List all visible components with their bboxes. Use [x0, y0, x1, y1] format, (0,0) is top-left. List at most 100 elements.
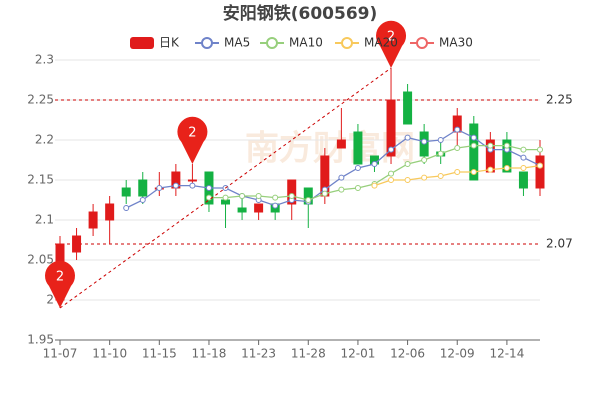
candle-body: [502, 139, 512, 173]
x-tick-label: 11-28: [291, 347, 326, 361]
ma-point: [222, 194, 229, 201]
x-tick-label: 12-06: [390, 347, 425, 361]
ma-point: [520, 154, 527, 161]
x-tick-label: 11-07: [43, 347, 78, 361]
y-tick-label: 2.3: [35, 53, 54, 67]
reference-label: 2.25: [546, 93, 573, 107]
y-tick-label: 2: [46, 293, 54, 307]
y-tick-label: 2.1: [35, 213, 54, 227]
ma-point: [123, 205, 130, 211]
ma-point: [255, 193, 262, 199]
ma-point: [388, 170, 395, 177]
candle-body: [88, 211, 98, 229]
candle-body: [535, 155, 545, 189]
ma-point: [437, 173, 444, 179]
ma-point: [537, 146, 543, 153]
candle-body: [105, 203, 115, 221]
ma-point: [437, 137, 444, 143]
candle-body: [386, 99, 396, 157]
trend-line: [59, 67, 392, 309]
legend-label: MA5: [224, 36, 250, 50]
ma-point: [421, 138, 428, 145]
marker-pin: [45, 260, 75, 308]
ma-point: [205, 185, 212, 191]
ma-point: [371, 161, 378, 167]
ma-point: [354, 185, 361, 191]
ma-point: [305, 197, 312, 203]
ma-point: [338, 186, 345, 193]
x-tick-label: 11-10: [92, 347, 127, 361]
ma-point: [172, 182, 179, 189]
legend-label: 日K: [159, 36, 180, 50]
candle-body: [254, 203, 264, 213]
ma-point: [321, 190, 328, 197]
y-tick-label: 2.25: [27, 93, 54, 107]
candle-body: [187, 179, 197, 182]
x-tick-label: 12-01: [340, 347, 375, 361]
ma-point: [338, 174, 345, 181]
ma-point: [470, 134, 477, 141]
legend-icon: [266, 37, 278, 49]
ma-point: [520, 165, 527, 171]
x-tick-label: 11-23: [241, 347, 276, 361]
reference-label: 2.07: [546, 237, 573, 251]
ma-point: [156, 185, 163, 191]
ma-point: [388, 146, 395, 153]
ma-point: [421, 174, 428, 181]
x-tick-label: 11-15: [142, 347, 177, 361]
candle-body: [72, 235, 82, 253]
ma-point: [404, 134, 411, 141]
ma-point: [487, 166, 494, 173]
ma-point: [272, 202, 279, 209]
candle-body: [237, 207, 247, 213]
y-tick-label: 2.05: [27, 253, 54, 267]
ma-point: [272, 194, 279, 201]
ma-point: [470, 142, 477, 149]
marker-pin: [177, 116, 208, 164]
x-tick-label: 12-09: [440, 347, 475, 361]
ma-point: [421, 157, 428, 163]
ma-point: [189, 182, 196, 189]
legend-label: MA30: [439, 36, 473, 50]
legend-label: MA20: [364, 36, 398, 50]
marker-pin: [376, 20, 407, 68]
candle-body: [403, 91, 413, 125]
ma-point: [487, 142, 494, 149]
ma-point: [288, 193, 295, 199]
legend-label: MA10: [289, 36, 323, 50]
legend-icon: [416, 37, 428, 49]
y-tick-label: 2.15: [27, 173, 54, 187]
ma-point: [503, 142, 510, 149]
legend-icon: [201, 37, 213, 49]
legend-icon: [130, 37, 154, 49]
candle-body: [518, 171, 528, 189]
candle-body: [353, 131, 363, 165]
ma-point: [503, 165, 510, 171]
candle-body: [469, 123, 479, 181]
legend-icon: [341, 37, 353, 49]
marker-label: 2: [188, 126, 196, 141]
ma-point: [371, 182, 378, 189]
y-tick-label: 2.2: [35, 133, 54, 147]
ma-point: [139, 197, 146, 203]
ma-point: [470, 169, 477, 175]
ma-point: [239, 193, 246, 199]
ma-point: [454, 145, 461, 151]
candle-body: [287, 179, 297, 205]
candle-body: [336, 139, 346, 149]
ma-point: [404, 177, 411, 183]
ma-point: [404, 161, 411, 167]
ma-point: [537, 162, 543, 169]
x-tick-label: 11-18: [192, 347, 227, 361]
x-tick-label: 12-14: [489, 347, 524, 361]
ma-point: [454, 126, 461, 133]
ma-point: [354, 165, 361, 171]
ma-point: [454, 169, 461, 175]
chart-title: 安阳钢铁(600569): [223, 3, 378, 24]
ma-point: [520, 146, 527, 153]
ma-point: [437, 150, 444, 157]
ma-point: [205, 194, 212, 201]
candle-body: [121, 187, 131, 197]
marker-label: 2: [387, 30, 395, 45]
